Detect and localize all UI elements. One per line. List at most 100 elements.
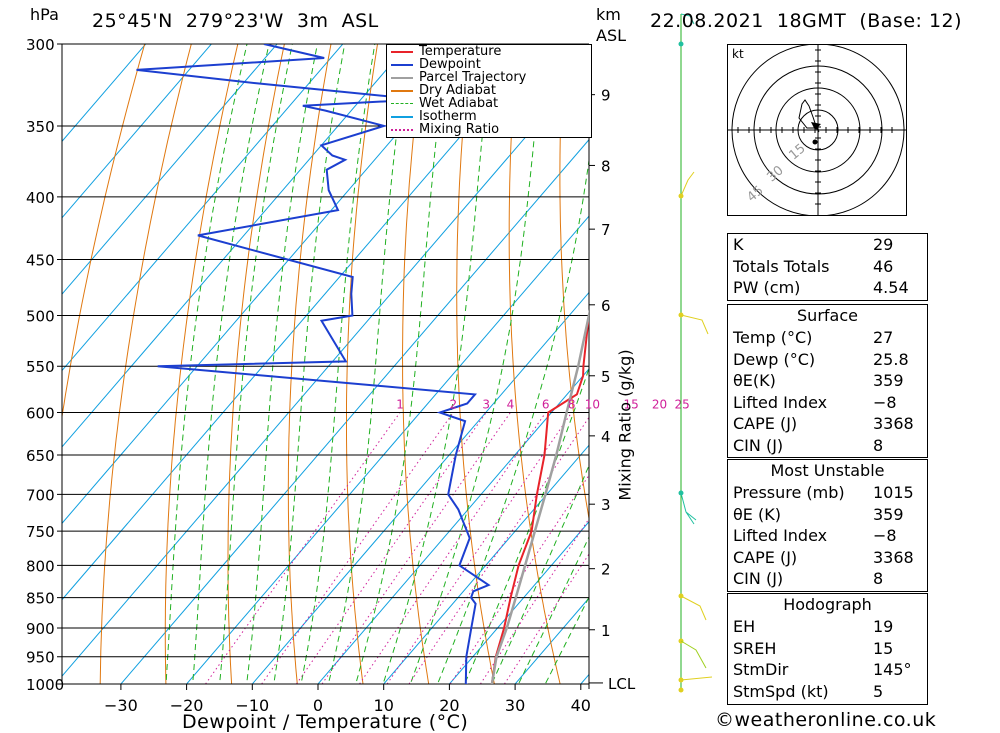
pressure-tick-label: 500 xyxy=(26,308,55,326)
surface-value: 359 xyxy=(873,371,904,390)
sounding-series xyxy=(136,44,589,684)
pressure-tick-label: 400 xyxy=(26,189,55,207)
isotherm-line xyxy=(251,291,589,684)
surface-row: Lifted Index −8 xyxy=(728,392,927,414)
most-unstable-row: Pressure (mb) 1015 xyxy=(728,482,927,504)
wind-barb xyxy=(680,640,707,669)
surface-label: Dewp (°C) xyxy=(733,349,816,369)
most-unstable-row: θE (K) 359 xyxy=(728,504,927,526)
pressure-tick-label: 1000 xyxy=(26,676,64,694)
most-unstable-value: −8 xyxy=(873,526,897,545)
legend-item: Mixing Ratio xyxy=(387,123,591,136)
mixing-ratio-line xyxy=(359,412,547,684)
hodograph-index-label: StmDir xyxy=(733,660,789,679)
mixing-ratio-label: 4 xyxy=(507,397,515,411)
most-unstable-title: Most Unstable xyxy=(770,461,885,480)
surface-label: Temp (°C) xyxy=(733,328,813,347)
wind-level-dot xyxy=(678,687,684,693)
dry-adiabat-line xyxy=(287,44,332,684)
height-unit-label: km xyxy=(596,5,621,24)
hodograph-index-row: StmSpd (kt) 5 xyxy=(728,681,927,703)
mixing-ratio-line xyxy=(449,474,589,684)
pressure-tick-label: 700 xyxy=(26,486,55,504)
wet-adiabat-line xyxy=(436,156,589,684)
surface-row: Dewp (°C) 25.8 xyxy=(728,349,927,371)
most-unstable-label: θE (K) xyxy=(733,504,781,524)
mixing-ratio-label: 25 xyxy=(674,397,689,411)
dry-adiabat-line xyxy=(99,44,192,684)
mixing-ratio-label: 3 xyxy=(482,397,490,411)
mixing-ratio-label: 20 xyxy=(652,397,667,411)
x-tick-label: 20 xyxy=(439,696,459,715)
isotherm-line xyxy=(62,44,147,143)
most-unstable-label: CAPE (J) xyxy=(733,547,798,567)
x-tick-label: −20 xyxy=(170,696,204,715)
hodograph-index-value: 19 xyxy=(873,617,894,636)
height-tick-label: 3 xyxy=(601,496,611,514)
hodograph-index-label: SREH xyxy=(733,638,777,658)
most-unstable-value: 1015 xyxy=(873,483,914,502)
dry-adiabat-line xyxy=(346,44,379,684)
isotherm-line xyxy=(62,44,278,295)
surface-label: CIN (J) xyxy=(733,435,784,455)
pressure-tick-label: 750 xyxy=(26,523,55,541)
storm-arrow xyxy=(811,122,821,130)
k-index-label: K xyxy=(733,235,744,254)
hodograph-index-value: 5 xyxy=(873,681,884,701)
most-unstable-label: CIN (J) xyxy=(733,569,784,588)
surface-row: Temp (°C) 27 xyxy=(728,327,927,349)
pressure-tick-label: 900 xyxy=(26,620,55,638)
surface-label: CAPE (J) xyxy=(733,414,798,433)
lcl-label: LCL xyxy=(608,675,636,693)
hodograph-index-value: 145° xyxy=(873,660,912,679)
x-tick-label: −30 xyxy=(104,696,138,715)
most-unstable-value: 3368 xyxy=(873,547,914,567)
surface-title: Surface xyxy=(797,306,858,325)
x-tick-label: 0 xyxy=(313,696,323,715)
pressure-tick-label: 450 xyxy=(26,252,55,270)
hodograph-unit: kt xyxy=(732,47,744,61)
surface-value: 27 xyxy=(873,328,894,347)
surface-row: θE(K) 359 xyxy=(728,370,927,392)
dry-adiabat-line xyxy=(401,44,430,684)
legend-item: Wet Adiabat xyxy=(387,97,591,110)
height-tick-label: 8 xyxy=(601,157,611,175)
isotherm-line xyxy=(383,444,589,684)
isotherm-line xyxy=(185,215,589,684)
hodograph-index-row: SREH 15 xyxy=(728,638,927,660)
pressure-unit-label: hPa xyxy=(30,5,59,24)
dry-adiabat-line xyxy=(931,7,1000,710)
surface-box: Surface Temp (°C) 27 Dewp (°C) 25.8 θE(K) 359… xyxy=(727,304,928,458)
isotherm-line xyxy=(62,44,344,372)
dry-adiabat-line xyxy=(977,7,1000,710)
legend-item: Isotherm xyxy=(387,110,591,123)
legend-item: Dewpoint xyxy=(387,58,591,71)
legend: Temperature Dewpoint Parcel Trajectory Dry … xyxy=(386,44,592,138)
legend-item: Temperature xyxy=(387,45,591,58)
most-unstable-box: Most Unstable Pressure (mb) 1015 θE (K) 359… xyxy=(727,459,928,592)
most-unstable-value: 8 xyxy=(873,569,884,588)
wind-barb xyxy=(680,676,713,681)
hodograph-box: Hodograph EH 19 SREH 15 StmDir 145° StmSpd (kt… xyxy=(727,593,928,705)
hodograph: kt 15 30 45 xyxy=(727,44,907,216)
mixing-ratio-axis-label: Mixing Ratio (g/kg) xyxy=(615,349,635,501)
mixing-ratio-label: 10 xyxy=(585,397,600,411)
dry-adiabat-line xyxy=(62,44,146,420)
pressure-tick-label: 550 xyxy=(26,358,55,376)
pw-value: 4.54 xyxy=(873,278,909,297)
height-tick-label: 4 xyxy=(601,428,611,446)
hodograph-index-value: 15 xyxy=(873,638,894,658)
height-tick-label: 6 xyxy=(601,297,611,315)
totals-totals-value: 46 xyxy=(873,256,894,276)
surface-label: θE(K) xyxy=(733,371,776,390)
dry-adiabat-line xyxy=(508,44,561,684)
height-ref-label: ASL xyxy=(596,26,627,45)
wind-barb-staff xyxy=(678,13,713,693)
mixing-ratio-line xyxy=(205,412,401,684)
pressure-tick-label: 600 xyxy=(26,404,55,422)
wind-barb xyxy=(680,13,695,25)
height-tick-label: 5 xyxy=(601,368,611,386)
mixing-ratio-label: 8 xyxy=(568,397,576,411)
wind-level-dot xyxy=(678,41,684,47)
most-unstable-value: 359 xyxy=(873,504,904,524)
